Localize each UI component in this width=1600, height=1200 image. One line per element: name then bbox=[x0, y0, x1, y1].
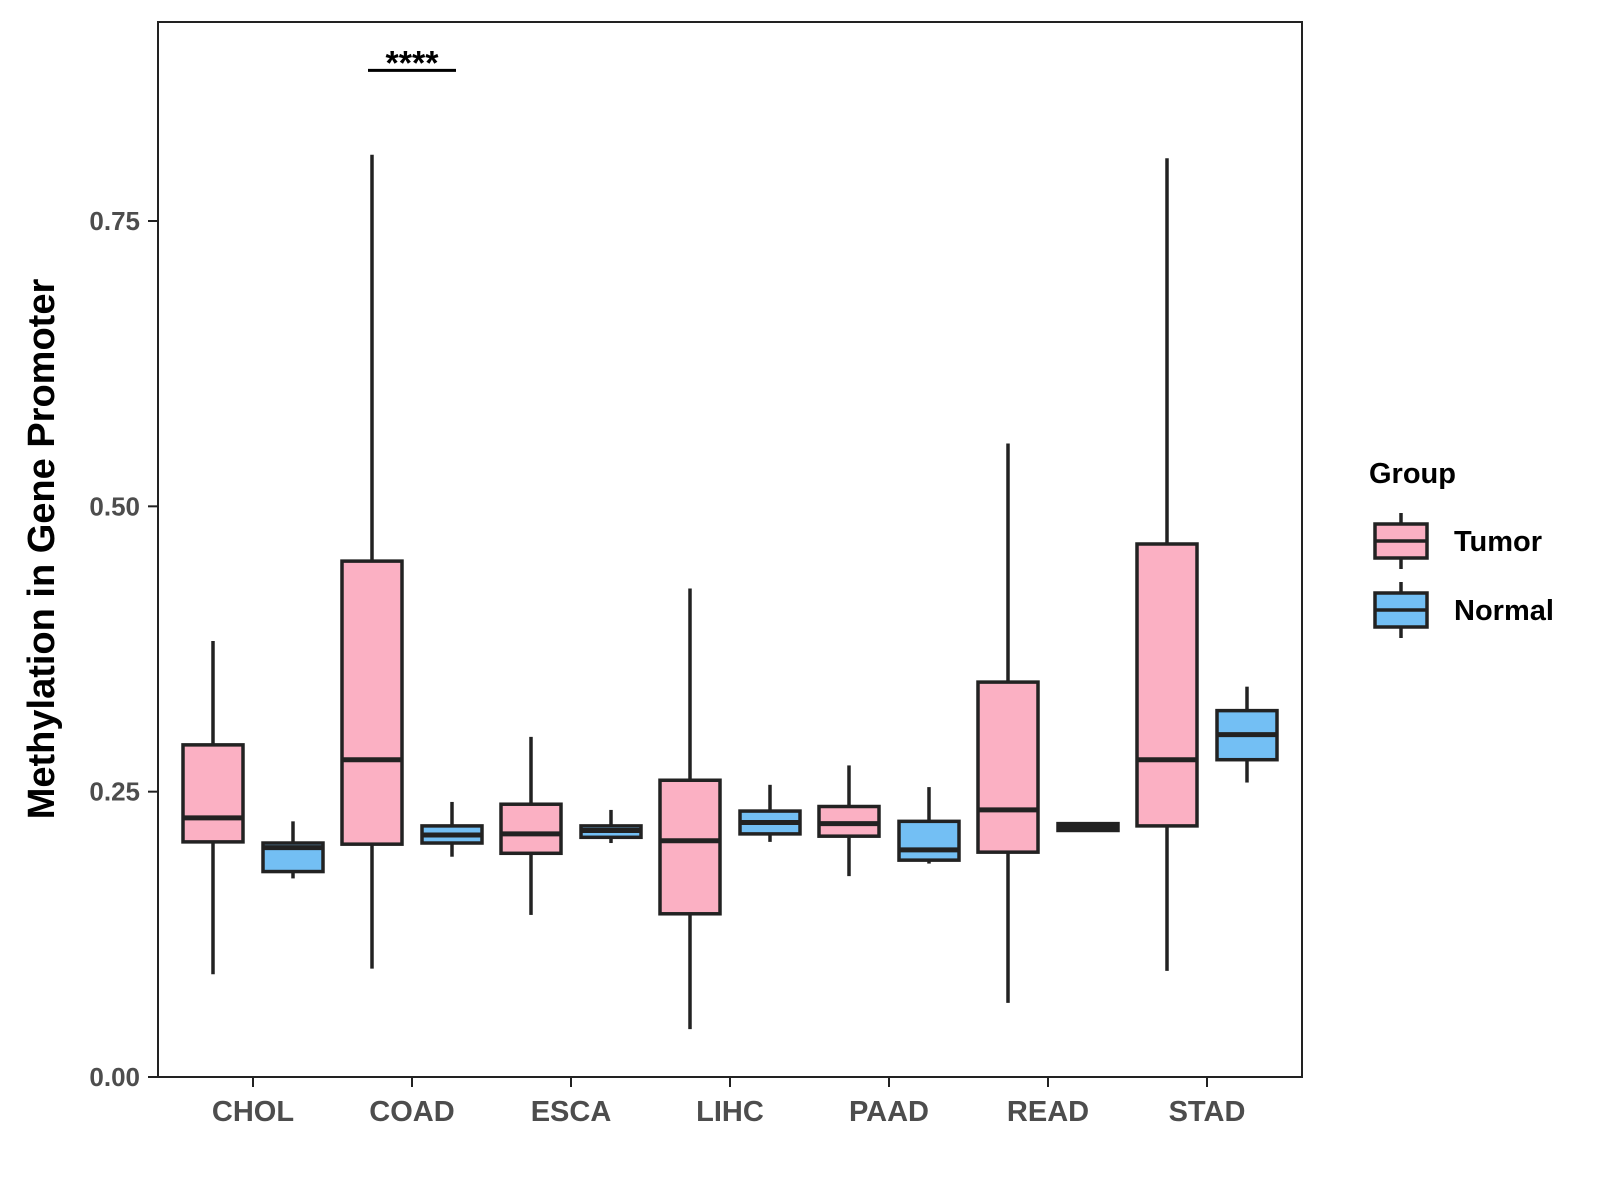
boxes-layer bbox=[181, 154, 1279, 1030]
box-body-lihc-tumor bbox=[658, 778, 722, 916]
box-paad-tumor bbox=[817, 765, 881, 877]
y-axis-title: Methylation in Gene Promoter bbox=[21, 279, 63, 820]
box-esca-tumor bbox=[499, 736, 563, 915]
plot-panel bbox=[157, 21, 1303, 1078]
x-tick-label: READ bbox=[1007, 1096, 1089, 1128]
x-tick-label: LIHC bbox=[696, 1096, 764, 1128]
box-chol-tumor bbox=[181, 641, 245, 975]
box-body-stad-tumor bbox=[1135, 542, 1199, 828]
box-stad-normal bbox=[1215, 686, 1279, 783]
box-read-normal bbox=[1056, 821, 1120, 833]
box-lihc-normal bbox=[738, 784, 802, 842]
legend-title: Group bbox=[1369, 458, 1456, 490]
x-tick-label: COAD bbox=[369, 1096, 454, 1128]
legend-label-normal: Normal bbox=[1454, 595, 1554, 627]
x-tick-label: ESCA bbox=[531, 1096, 612, 1128]
legend-key-normal bbox=[1373, 582, 1429, 638]
box-esca-normal bbox=[579, 809, 643, 844]
box-coad-normal bbox=[420, 801, 484, 857]
significance-label: **** bbox=[386, 44, 440, 82]
x-tick-label: PAAD bbox=[849, 1096, 929, 1128]
y-tick-label: 0.75 bbox=[89, 206, 140, 236]
y-tick-label: 0.25 bbox=[89, 777, 140, 807]
box-coad-tumor bbox=[340, 154, 404, 969]
axes: 0.00 0.25 0.50 0.75 CHOL COAD ESCA LIHC PAAD READ… bbox=[89, 206, 1245, 1128]
box-chol-normal bbox=[261, 821, 325, 879]
legend-key-tumor bbox=[1373, 513, 1429, 569]
y-tick-label: 0.00 bbox=[89, 1062, 140, 1092]
y-tick-label: 0.50 bbox=[89, 491, 140, 521]
annotations: **** bbox=[368, 44, 456, 82]
box-body-esca-tumor bbox=[499, 802, 563, 856]
box-body-paad-normal bbox=[897, 819, 961, 862]
legend: Group Tumor Normal bbox=[1369, 458, 1554, 638]
box-body-chol-tumor bbox=[181, 743, 245, 844]
box-stad-tumor bbox=[1135, 158, 1199, 971]
x-tick-label: CHOL bbox=[212, 1096, 294, 1128]
box-body-chol-normal bbox=[261, 841, 325, 874]
box-body-read-tumor bbox=[976, 680, 1040, 854]
box-lihc-tumor bbox=[658, 588, 722, 1030]
legend-label-tumor: Tumor bbox=[1454, 526, 1542, 558]
box-paad-normal bbox=[897, 787, 961, 864]
box-body-coad-tumor bbox=[340, 559, 404, 846]
box-read-tumor bbox=[976, 443, 1040, 1003]
x-tick-label: STAD bbox=[1169, 1096, 1246, 1128]
